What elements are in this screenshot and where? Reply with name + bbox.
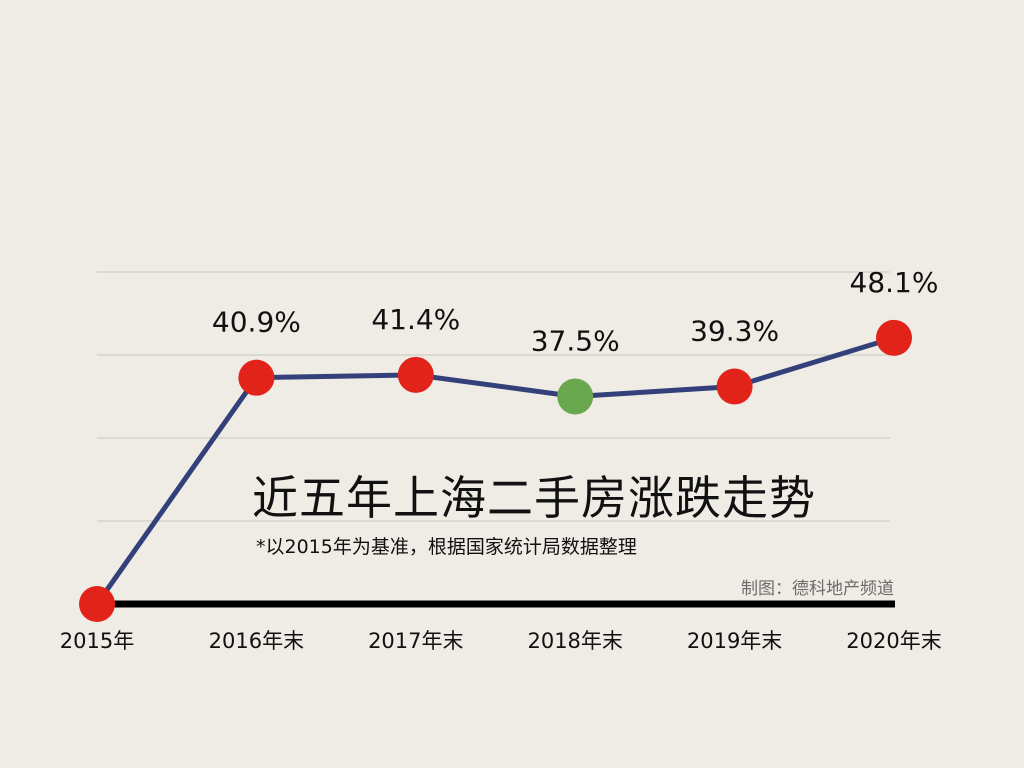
data-point-2 <box>397 356 434 393</box>
x-tick-label-2: 2017年末 <box>368 629 463 653</box>
chart-subtitle: *以2015年为基准，根据国家统计局数据整理 <box>256 536 637 558</box>
x-tick-label-3: 2018年末 <box>527 629 622 653</box>
x-tick-labels: 2015年 2016年末 2017年末 2018年末 2019年末 2020年末 <box>60 629 942 653</box>
gridlines <box>97 271 890 522</box>
x-tick-label-0: 2015年 <box>60 629 134 653</box>
x-tick-label-5: 2020年末 <box>846 629 941 653</box>
series-line <box>94 335 895 606</box>
data-point-5 <box>876 319 912 356</box>
data-point-4 <box>716 368 753 405</box>
data-labels: 40.9% 41.4% 37.5% 39.3% 48.1% <box>212 266 939 358</box>
data-point-1 <box>238 359 275 396</box>
data-label-5: 48.1% <box>850 266 939 299</box>
data-label-3: 37.5% <box>531 325 620 358</box>
data-markers <box>79 319 912 622</box>
chart-title: 近五年上海二手房涨跌走势 <box>252 471 816 525</box>
data-label-1: 40.9% <box>212 306 301 339</box>
data-point-3 <box>557 378 594 415</box>
data-point-0 <box>79 586 115 622</box>
x-tick-label-4: 2019年末 <box>687 629 782 653</box>
x-tick-label-1: 2016年末 <box>209 629 304 653</box>
chart-credit: 制图：德科地产频道 <box>741 579 894 599</box>
data-label-4: 39.3% <box>690 315 779 348</box>
data-label-2: 41.4% <box>371 303 460 336</box>
